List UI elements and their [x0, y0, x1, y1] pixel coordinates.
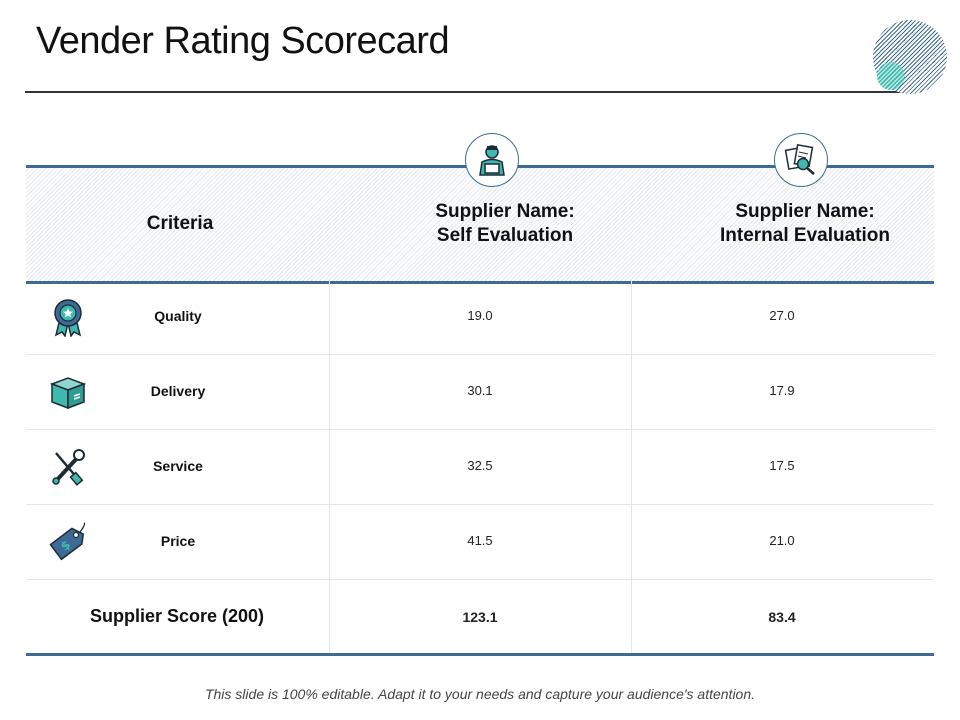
self-evaluation-header: Supplier Name: Self Evaluation [380, 200, 630, 248]
internal-evaluation-value: 27.0 [769, 308, 795, 323]
internal-evaluation-header: Supplier Name: Internal Evaluation [680, 200, 930, 248]
slide-title: Vender Rating Scorecard [36, 20, 450, 62]
criteria-header: Criteria [146, 213, 214, 234]
table-row-service: Service 32.5 17.5 [26, 430, 934, 505]
supplier-score-label: Supplier Score (200) [89, 606, 265, 626]
internal-header-line1: Supplier Name: [735, 201, 875, 222]
table-row-total: Supplier Score (200) 123.1 83.4 [26, 580, 934, 653]
row-label: Quality [154, 308, 202, 324]
internal-evaluation-value: 17.9 [769, 383, 795, 398]
internal-evaluation-value: 21.0 [769, 533, 795, 548]
row-label: Price [160, 533, 196, 549]
table-row-delivery: Delivery 30.1 17.9 [26, 355, 934, 430]
table-row-quality: Quality 19.0 27.0 [26, 280, 934, 355]
footer-note: This slide is 100% editable. Adapt it to… [204, 686, 756, 702]
row-label: Delivery [150, 383, 206, 399]
price-tag-icon: $ [48, 522, 88, 562]
internal-header-line2: Internal Evaluation [720, 225, 890, 246]
self-header-line1: Supplier Name: [435, 201, 575, 222]
row-label: Service [153, 458, 203, 474]
column-divider [631, 280, 632, 653]
table-header-band [26, 165, 934, 284]
wrench-screwdriver-icon [48, 447, 88, 487]
internal-evaluation-total: 83.4 [768, 609, 796, 625]
package-box-icon [48, 372, 88, 412]
internal-evaluation-value: 17.5 [769, 458, 795, 473]
self-evaluation-total: 123.1 [462, 609, 498, 625]
self-evaluation-value: 32.5 [467, 458, 493, 473]
column-divider [329, 280, 330, 653]
self-header-line2: Self Evaluation [436, 225, 574, 246]
supplier-person-icon [465, 133, 519, 187]
self-evaluation-value: 41.5 [467, 533, 493, 548]
table-bottom-rule [26, 653, 934, 656]
award-ribbon-icon [48, 297, 88, 338]
self-evaluation-value: 19.0 [467, 308, 493, 323]
self-evaluation-value: 30.1 [467, 383, 493, 398]
title-divider [25, 91, 910, 93]
decorative-teal-circle [877, 62, 905, 90]
table-row-price: $ Price 41.5 21.0 [26, 505, 934, 580]
documents-magnifier-icon [774, 133, 828, 187]
